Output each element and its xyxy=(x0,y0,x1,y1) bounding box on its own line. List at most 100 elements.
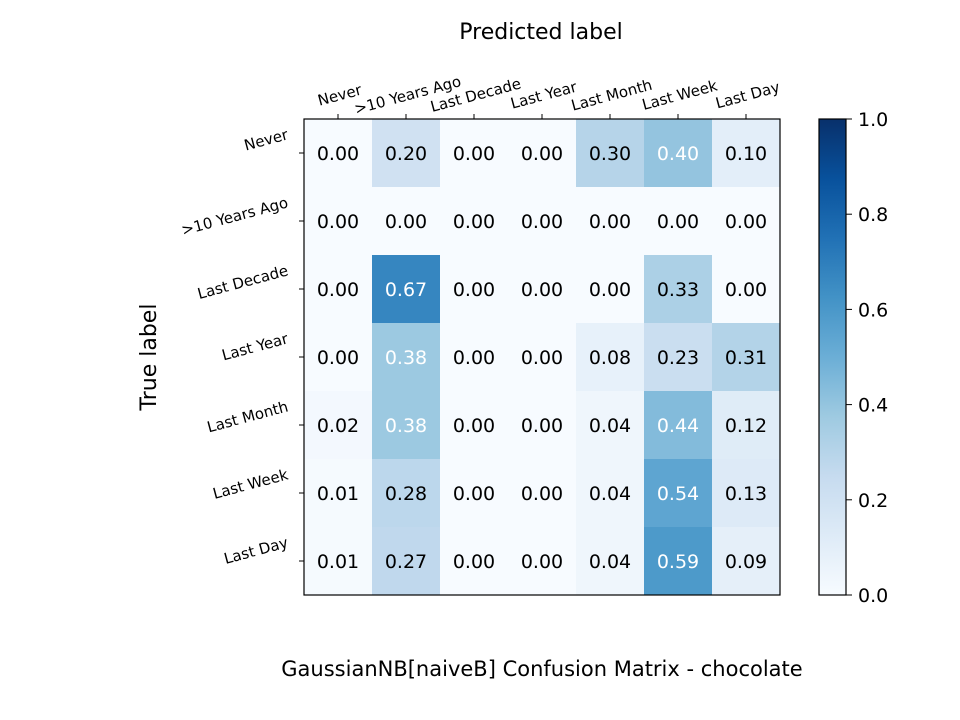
heatmap-cell xyxy=(712,323,781,392)
y-tick-label: Last Year xyxy=(220,329,291,364)
cell-value-label: 0.59 xyxy=(657,551,699,573)
heatmap-cell xyxy=(576,187,645,256)
heatmap-cell xyxy=(440,119,509,188)
heatmap-cell xyxy=(576,391,645,460)
y-tick-label: Last Month xyxy=(205,397,290,436)
cell-value-label: 0.20 xyxy=(385,143,427,165)
colorbar-tick-label: 0.0 xyxy=(858,585,888,607)
heatmap-cell xyxy=(372,527,441,596)
cell-value-label: 0.00 xyxy=(453,143,495,165)
cell-value-label: 0.12 xyxy=(725,415,767,437)
heatmap-cell xyxy=(372,391,441,460)
heatmap-cell xyxy=(304,323,373,392)
cell-value-label: 0.02 xyxy=(317,415,359,437)
cell-value-label: 0.38 xyxy=(385,347,427,369)
heatmap-cell xyxy=(304,119,373,188)
heatmap-cell xyxy=(508,119,577,188)
cell-value-label: 0.00 xyxy=(521,551,563,573)
heatmap-cell xyxy=(712,459,781,528)
colorbar-ticks: 0.0 0.2 0.4 0.6 0.8 1.0 xyxy=(846,109,888,607)
heatmap-cell xyxy=(440,255,509,324)
cell-value-label: 0.00 xyxy=(317,279,359,301)
cell-value-label: 0.44 xyxy=(657,415,699,437)
heatmap-cell xyxy=(508,255,577,324)
heatmap-cell xyxy=(372,119,441,188)
y-tick-label: Last Day xyxy=(222,533,290,567)
heatmap-cell xyxy=(440,527,509,596)
heatmap-cell xyxy=(576,459,645,528)
cell-value-label: 0.04 xyxy=(589,415,631,437)
cell-value-label: 0.00 xyxy=(317,211,359,233)
cell-value-label: 0.01 xyxy=(317,551,359,573)
heatmap-cell xyxy=(712,391,781,460)
y-tick-label: Last Decade xyxy=(196,261,290,302)
heatmap-cell xyxy=(644,459,713,528)
cell-value-label: 0.09 xyxy=(725,551,767,573)
heatmap-cell xyxy=(372,187,441,256)
heatmap-cell xyxy=(440,459,509,528)
cell-value-label: 0.27 xyxy=(385,551,427,573)
cell-value-label: 0.30 xyxy=(589,143,631,165)
heatmap-cell xyxy=(508,187,577,256)
heatmap-cell xyxy=(644,119,713,188)
colorbar-tick-label: 0.4 xyxy=(858,395,888,417)
cell-value-label: 0.04 xyxy=(589,483,631,505)
cell-value-label: 0.00 xyxy=(317,143,359,165)
colorbar-tick-label: 0.2 xyxy=(858,490,888,512)
colorbar-tick-label: 0.6 xyxy=(858,299,888,321)
heatmap-cell xyxy=(508,323,577,392)
heatmap-cell xyxy=(372,255,441,324)
heatmap-cell xyxy=(440,323,509,392)
cell-value-label: 0.00 xyxy=(453,483,495,505)
heatmap-cells xyxy=(304,119,781,596)
cell-value-label: 0.40 xyxy=(657,143,699,165)
heatmap-cell xyxy=(304,187,373,256)
cell-value-label: 0.33 xyxy=(657,279,699,301)
heatmap-cell xyxy=(712,255,781,324)
heatmap-cell xyxy=(644,255,713,324)
cell-value-label: 0.00 xyxy=(453,551,495,573)
cell-value-label: 0.01 xyxy=(317,483,359,505)
cell-value-label: 0.00 xyxy=(521,347,563,369)
heatmap-cell xyxy=(304,527,373,596)
x-tick-label: Last Week xyxy=(640,76,719,113)
cell-value-label: 0.13 xyxy=(725,483,767,505)
cell-value-label: 0.00 xyxy=(521,211,563,233)
cell-value-label: 0.00 xyxy=(725,279,767,301)
heatmap-cell xyxy=(440,187,509,256)
cell-value-label: 0.00 xyxy=(589,279,631,301)
y-tick-label: Last Week xyxy=(211,465,290,502)
colorbar-gradient xyxy=(819,119,846,595)
cell-value-label: 0.23 xyxy=(657,347,699,369)
heatmap-cell xyxy=(508,459,577,528)
heatmap-cell xyxy=(440,391,509,460)
heatmap-cell xyxy=(576,323,645,392)
heatmap-cell xyxy=(372,459,441,528)
cell-value-label: 0.00 xyxy=(589,211,631,233)
y-axis-label: True label xyxy=(137,304,162,412)
heatmap-cell xyxy=(576,527,645,596)
heatmap-cell xyxy=(644,323,713,392)
cell-value-label: 0.54 xyxy=(657,483,699,505)
cell-value-label: 0.00 xyxy=(521,483,563,505)
cell-value-label: 0.00 xyxy=(521,279,563,301)
colorbar-frame xyxy=(818,118,847,596)
cell-value-label: 0.00 xyxy=(725,211,767,233)
cell-value-label: 0.00 xyxy=(385,211,427,233)
cell-value-label: 0.00 xyxy=(521,143,563,165)
heatmap-cell xyxy=(304,459,373,528)
heatmap-cell xyxy=(644,527,713,596)
cell-value-label: 0.00 xyxy=(453,279,495,301)
cell-value-labels: 0.00 0.20 0.00 0.00 0.30 0.40 0.10 0.00 0.00 0.00… xyxy=(317,143,767,573)
colorbar-tick-label: 1.0 xyxy=(858,109,888,131)
cell-value-label: 0.04 xyxy=(589,551,631,573)
cell-value-label: 0.00 xyxy=(521,415,563,437)
cell-value-label: 0.00 xyxy=(317,347,359,369)
x-axis-label: Predicted label xyxy=(459,20,622,45)
heatmap-cell xyxy=(644,187,713,256)
heatmap-cell xyxy=(712,187,781,256)
cell-value-label: 0.00 xyxy=(453,347,495,369)
heatmap-cell xyxy=(576,255,645,324)
